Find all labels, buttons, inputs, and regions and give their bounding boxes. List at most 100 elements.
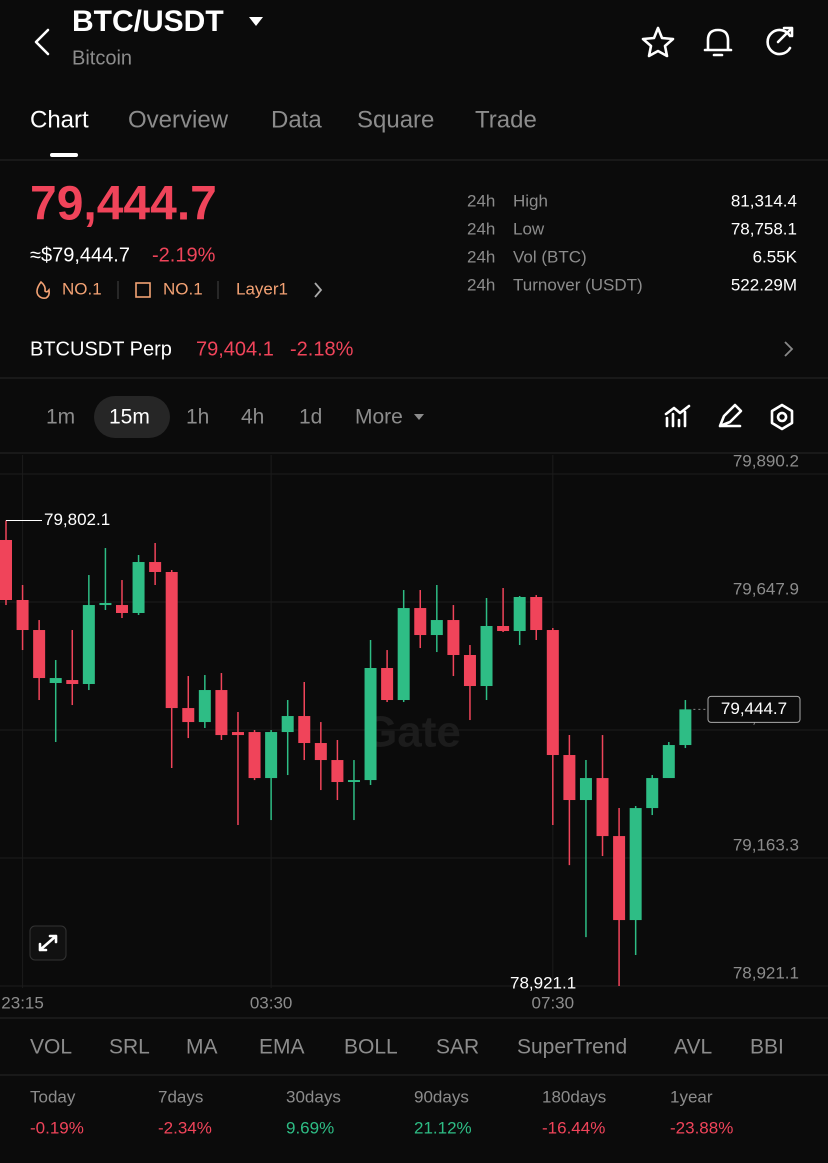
candle-body: [530, 596, 543, 631]
perf-change: -23.88%: [670, 1118, 733, 1137]
candle-body: [49, 678, 62, 684]
perf-period: 90days: [414, 1087, 469, 1106]
indicator-icon[interactable]: [664, 404, 691, 428]
perf-change: -0.19%: [30, 1118, 84, 1137]
rank-tag: NO.1: [163, 279, 203, 298]
candle-body: [331, 760, 344, 783]
low-marker-label: 78,921.1: [510, 973, 576, 992]
candle-body: [231, 732, 244, 736]
candle-body: [646, 778, 659, 809]
chevron[interactable]: [784, 341, 794, 357]
last-price-box: [707, 695, 801, 723]
stat-period: 24h: [467, 247, 495, 266]
candle-body: [281, 716, 294, 733]
candle-body: [497, 625, 510, 632]
y-tick-label: 79,647.9: [733, 579, 799, 598]
indicator[interactable]: SAR: [436, 1036, 479, 1059]
tab-indicator: [50, 153, 78, 157]
candle-body: [248, 732, 261, 779]
draw-icon[interactable]: [718, 403, 743, 428]
settings-icon[interactable]: [770, 403, 794, 431]
candle-body: [16, 600, 29, 631]
candle-body: [513, 596, 526, 632]
category-tag[interactable]: Layer1: [236, 279, 288, 298]
interval-selected: [94, 396, 170, 438]
x-tick-label: 03:30: [250, 993, 293, 1012]
candle-body: [132, 562, 145, 614]
tab[interactable]: Trade: [475, 106, 537, 133]
candle-body: [215, 690, 228, 736]
tabs: Chart Overview Data Square Trade: [30, 106, 537, 133]
interval[interactable]: 15m: [109, 406, 150, 429]
more-dropdown[interactable]: [414, 414, 424, 420]
perp-price: 79,404.1: [196, 338, 274, 360]
candle-body: [82, 605, 95, 685]
price-change: -2.19%: [152, 244, 216, 266]
indicator[interactable]: MA: [186, 1036, 218, 1059]
candle-body: [314, 743, 327, 761]
candle-body: [679, 709, 692, 746]
interval[interactable]: 4h: [241, 406, 264, 429]
share-icon[interactable]: [766, 26, 794, 56]
stat-period: 24h: [467, 219, 495, 238]
indicator[interactable]: SRL: [109, 1036, 150, 1059]
tab[interactable]: Chart: [30, 106, 89, 133]
candle-body: [381, 668, 394, 701]
candle-body: [33, 630, 46, 679]
perp-name[interactable]: BTCUSDT Perp: [30, 338, 172, 360]
indicator[interactable]: AVL: [674, 1036, 712, 1059]
candle-body: [662, 745, 675, 779]
perf-period: 30days: [286, 1087, 341, 1106]
stat-label: High: [513, 191, 548, 210]
candle-body: [149, 562, 162, 573]
candle-body: [414, 608, 427, 636]
indicator[interactable]: SuperTrend: [517, 1036, 627, 1059]
candle-body: [347, 780, 360, 783]
stat-value: 81,314.4: [731, 191, 797, 210]
candle-body: [563, 755, 576, 801]
y-tick-label: 79,163.3: [733, 836, 799, 855]
indicator[interactable]: VOL: [30, 1036, 72, 1059]
interval[interactable]: More: [355, 406, 403, 429]
candle-body: [182, 708, 195, 723]
rank-tag: NO.1: [62, 279, 102, 298]
candle-body: [579, 778, 592, 801]
perf-period: 7days: [158, 1087, 203, 1106]
expand-icon: [38, 934, 58, 952]
last-price: 79,444.7: [30, 178, 217, 231]
candle-body: [66, 680, 79, 685]
candle-body: [115, 605, 128, 614]
back-button[interactable]: [34, 28, 50, 56]
stat-label: Vol (BTC): [513, 247, 587, 266]
interval[interactable]: 1d: [299, 406, 322, 429]
indicator[interactable]: BOLL: [344, 1036, 398, 1059]
tab[interactable]: Overview: [128, 106, 229, 133]
perf-change: 9.69%: [286, 1118, 334, 1137]
stat-period: 24h: [467, 191, 495, 210]
perf-change: 21.12%: [414, 1118, 472, 1137]
indicator[interactable]: BBI: [750, 1036, 784, 1059]
stat-value: 78,758.1: [731, 219, 797, 238]
symbol-dropdown[interactable]: [249, 17, 263, 26]
indicator[interactable]: EMA: [259, 1036, 305, 1059]
tab[interactable]: Square: [357, 106, 434, 133]
candle-body: [463, 655, 476, 687]
high-marker-label: 79,802.1: [44, 510, 110, 529]
candle-body: [629, 808, 642, 921]
x-tick-label: 07:30: [532, 993, 575, 1012]
alert-icon[interactable]: [703, 28, 733, 57]
perp-change: -2.18%: [290, 338, 354, 360]
interval[interactable]: 1h: [186, 406, 209, 429]
interval[interactable]: 1m: [46, 406, 75, 429]
chevron: [314, 282, 323, 298]
candle-body: [397, 608, 410, 701]
candle-body: [165, 572, 178, 709]
perf-period: Today: [30, 1087, 76, 1106]
tab[interactable]: Data: [271, 106, 322, 133]
last-price-label: 79,444.7: [721, 699, 787, 718]
candle-body: [99, 603, 112, 606]
symbol[interactable]: BTC/USDT: [72, 5, 224, 38]
candle-body: [265, 732, 278, 779]
favorite-icon[interactable]: [641, 26, 675, 58]
